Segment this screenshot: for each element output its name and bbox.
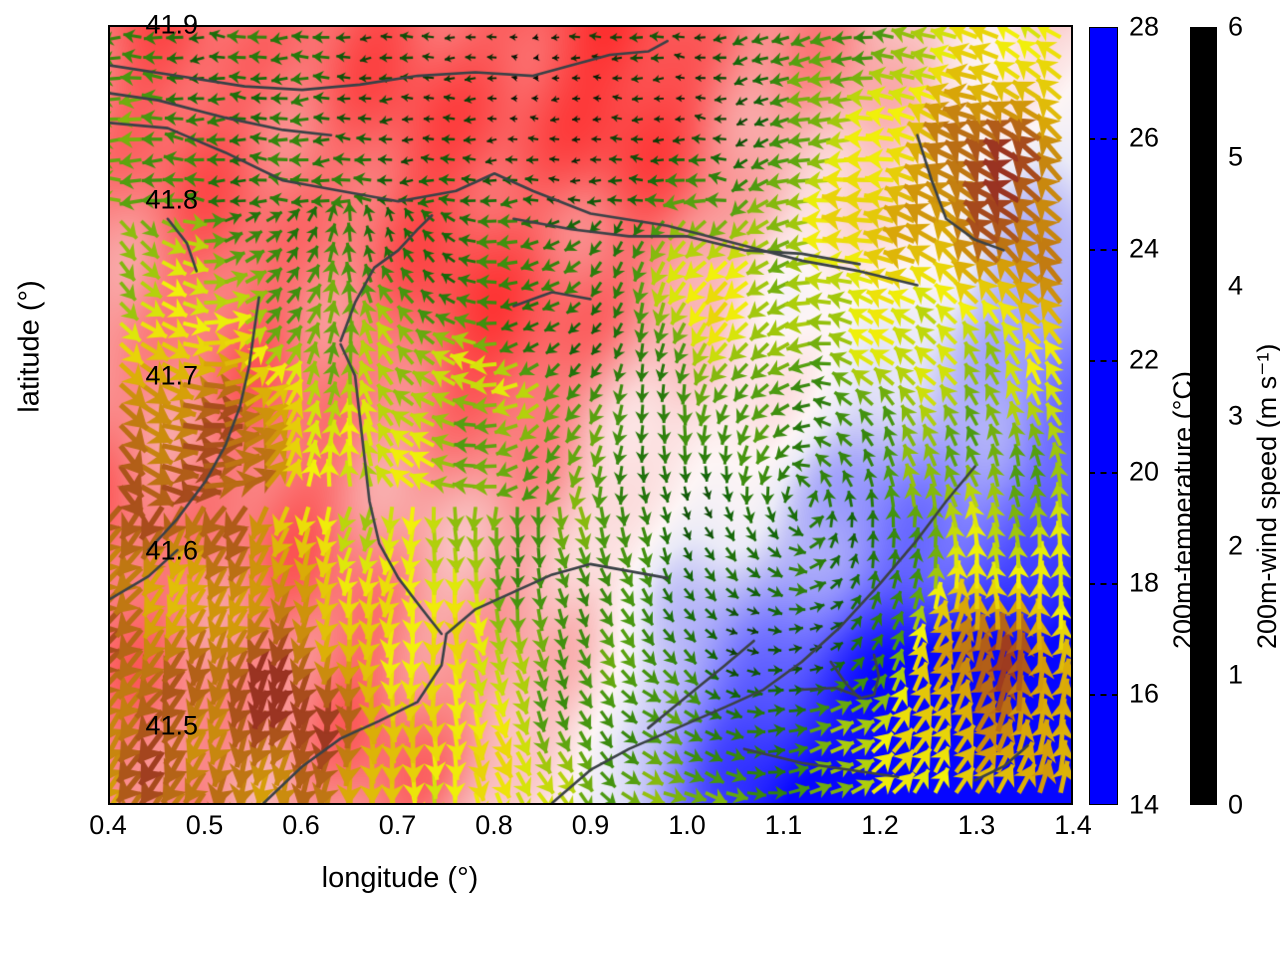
colorbar-tick-mark — [1190, 286, 1217, 289]
x-tick-label: 0.6 — [282, 810, 320, 840]
y-tick-label: 41.7 — [145, 360, 198, 391]
colorbar-tick-label: 18 — [1129, 567, 1160, 598]
colorbar-tick-label: 26 — [1129, 122, 1160, 153]
x-tick-label: 1.0 — [668, 810, 706, 840]
colorbar-tick-mark — [1190, 675, 1217, 678]
colorbar-tick-label: 22 — [1129, 344, 1160, 375]
colorbar-tick-mark — [1190, 545, 1217, 548]
colorbar-tick-label: 5 — [1228, 141, 1244, 172]
y-axis-label: latitude (°) — [13, 280, 46, 413]
temperature-colorbar — [1089, 27, 1118, 805]
x-tick-label: 0.8 — [475, 810, 513, 840]
x-tick-label: 0.9 — [571, 810, 610, 840]
x-tick-label: 1.3 — [957, 810, 996, 840]
colorbar-tick-label: 28 — [1129, 11, 1160, 42]
colorbar-tick-label: 24 — [1129, 233, 1160, 264]
wind-speed-colorbar-title: 200m-wind speed (m s⁻¹) — [1252, 344, 1280, 650]
wind-temperature-map — [110, 27, 1071, 803]
colorbar-tick-mark — [1089, 360, 1118, 363]
colorbar-tick-label: 2 — [1228, 530, 1244, 561]
x-axis-label-text: longitude (°) — [321, 862, 479, 894]
y-tick-label: 41.8 — [145, 184, 198, 215]
y-tick-label: 41.6 — [145, 535, 198, 566]
colorbar-tick-label: 3 — [1228, 400, 1244, 431]
colorbar-tick-label: 1 — [1228, 659, 1244, 690]
colorbar-tick-mark — [1089, 138, 1118, 141]
colorbar-tick-label: 0 — [1228, 789, 1244, 820]
colorbar-tick-mark — [1089, 471, 1118, 474]
colorbar-tick-label: 6 — [1228, 11, 1244, 42]
y-tick-label: 41.5 — [145, 710, 198, 741]
x-tick-label: 0.5 — [185, 810, 224, 840]
colorbar-tick-label: 16 — [1129, 678, 1160, 709]
x-tick-label: 0.7 — [378, 810, 417, 840]
x-tick-label: 1.2 — [861, 810, 899, 840]
colorbar-tick-mark — [1089, 249, 1118, 252]
x-axis-label: longitude (°) — [0, 862, 1280, 895]
colorbar-tick-label: 4 — [1228, 270, 1244, 301]
colorbar-tick-mark — [1089, 582, 1118, 585]
x-tick-label: 0.4 — [89, 810, 127, 840]
y-tick-label: 41.9 — [145, 9, 198, 40]
colorbar-tick-mark — [1089, 693, 1118, 696]
colorbar-tick-label: 14 — [1129, 789, 1160, 820]
x-tick-label: 1.1 — [764, 810, 803, 840]
map-plot-area — [108, 25, 1073, 805]
colorbar-tick-mark — [1190, 416, 1217, 418]
x-tick-label: 1.4 — [1054, 810, 1092, 840]
colorbar-tick-label: 20 — [1129, 456, 1160, 487]
colorbar-tick-mark — [1190, 156, 1217, 159]
